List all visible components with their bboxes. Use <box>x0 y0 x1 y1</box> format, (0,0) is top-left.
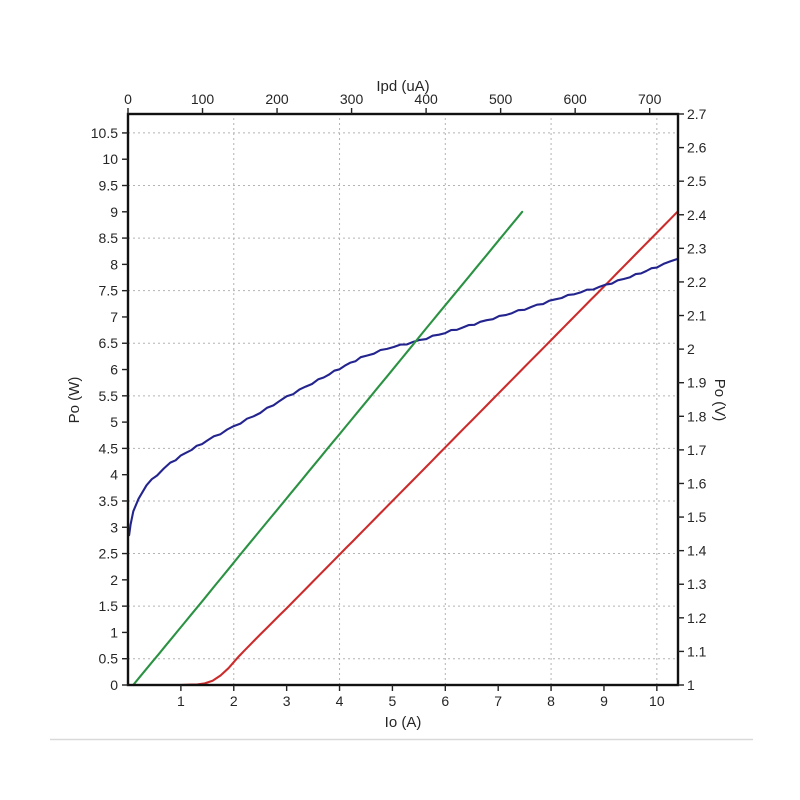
top-tick-label: 500 <box>489 91 513 107</box>
left-tick-label: 5.5 <box>99 388 119 404</box>
right-tick-label: 1.1 <box>687 643 707 659</box>
bottom-tick-label: 1 <box>177 693 185 709</box>
left-tick-label: 2.5 <box>99 546 119 562</box>
left-tick-label: 1.5 <box>99 598 119 614</box>
right-tick-label: 1.6 <box>687 475 707 491</box>
right-axis-title: Po (V) <box>711 379 728 422</box>
top-tick-label: 600 <box>563 91 587 107</box>
top-tick-label: 400 <box>414 91 438 107</box>
left-tick-label: 4.5 <box>99 440 119 456</box>
bottom-tick-label: 4 <box>336 693 344 709</box>
left-tick-label: 8 <box>110 256 118 272</box>
left-tick-label: 2 <box>110 572 118 588</box>
top-tick-label: 300 <box>340 91 364 107</box>
left-tick-label: 3.5 <box>99 493 119 509</box>
left-tick-label: 7 <box>110 309 118 325</box>
top-tick-label: 100 <box>191 91 215 107</box>
bottom-tick-label: 6 <box>441 693 449 709</box>
right-tick-label: 2.1 <box>687 308 707 324</box>
right-tick-label: 1.2 <box>687 610 707 626</box>
po-vs-ipd-line <box>132 210 524 687</box>
left-tick-label: 8.5 <box>99 230 119 246</box>
left-tick-label: 9 <box>110 204 118 220</box>
right-tick-label: 1.3 <box>687 576 707 592</box>
left-tick-label: 7.5 <box>99 283 119 299</box>
right-tick-label: 1 <box>687 677 695 693</box>
axis-tick-marks <box>122 108 684 691</box>
bottom-tick-label: 9 <box>600 693 608 709</box>
bottom-tick-label: 7 <box>494 693 502 709</box>
top-tick-label: 700 <box>638 91 662 107</box>
left-tick-label: 0 <box>110 677 118 693</box>
left-tick-label: 5 <box>110 414 118 430</box>
bottom-axis-title: Io (A) <box>385 714 422 731</box>
left-tick-label: 1 <box>110 624 118 640</box>
right-tick-label: 2.3 <box>687 240 707 256</box>
right-tick-label: 2 <box>687 341 695 357</box>
voltage-vs-io-line <box>128 258 678 537</box>
series-lines <box>126 210 678 687</box>
bottom-tick-label: 10 <box>649 693 665 709</box>
left-tick-label: 6.5 <box>99 335 119 351</box>
right-tick-label: 2.2 <box>687 274 707 290</box>
bottom-tick-label: 3 <box>283 693 291 709</box>
left-tick-label: 6 <box>110 362 118 378</box>
gridlines <box>128 114 678 685</box>
bottom-tick-label: 5 <box>389 693 397 709</box>
right-tick-label: 1.5 <box>687 509 707 525</box>
left-tick-label: 10 <box>102 151 118 167</box>
right-tick-label: 2.4 <box>687 207 707 223</box>
left-axis-title: Po (W) <box>66 377 83 424</box>
top-axis-title: Ipd (uA) <box>376 78 429 95</box>
top-tick-label: 0 <box>124 91 132 107</box>
top-tick-label: 200 <box>265 91 289 107</box>
right-tick-label: 1.4 <box>687 543 707 559</box>
plot-frame <box>126 112 680 687</box>
right-tick-label: 1.8 <box>687 408 707 424</box>
left-tick-label: 0.5 <box>99 651 119 667</box>
left-tick-label: 9.5 <box>99 178 119 194</box>
right-tick-label: 2.7 <box>687 106 707 122</box>
right-tick-label: 2.6 <box>687 140 707 156</box>
bottom-tick-label: 8 <box>547 693 555 709</box>
axis-tick-labels: 1 2 3 4 5 6 7 8 9 100 100 200 300 400 500 600 70000.511.… <box>91 91 707 709</box>
bottom-tick-label: 2 <box>230 693 238 709</box>
left-tick-label: 10.5 <box>91 125 118 141</box>
right-tick-label: 2.5 <box>687 173 707 189</box>
po-vs-io-line <box>126 211 678 687</box>
right-tick-label: 1.9 <box>687 375 707 391</box>
left-tick-label: 3 <box>110 519 118 535</box>
left-tick-label: 4 <box>110 467 118 483</box>
right-tick-label: 1.7 <box>687 442 707 458</box>
